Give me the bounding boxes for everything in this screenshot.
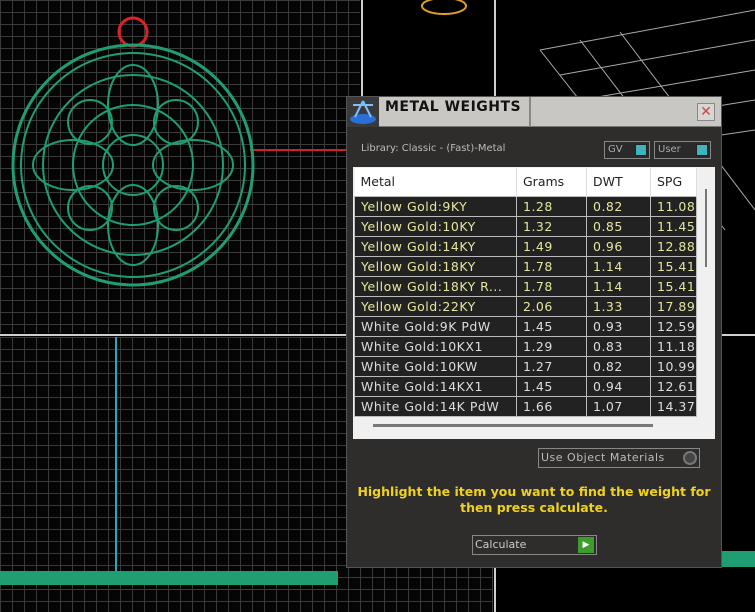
toggle-on-icon xyxy=(635,144,647,156)
grams-cell: 1.32 xyxy=(516,215,587,237)
metal-cell: Yellow Gold:22KY xyxy=(354,295,517,317)
grams-cell: 1.27 xyxy=(516,355,587,377)
metal-cell: Yellow Gold:18KY R... xyxy=(354,275,517,297)
dwt-cell: 0.83 xyxy=(586,335,651,357)
gv-toggle-label: GV xyxy=(608,144,623,155)
spg-cell: 17.89 xyxy=(650,295,697,317)
horizontal-scrollbar[interactable] xyxy=(373,424,653,427)
table-row[interactable]: White Gold:14K PdW 1.66 1.07 14.37 xyxy=(354,395,697,417)
instruction-text: Highlight the item you want to find the … xyxy=(357,484,711,515)
spg-cell: 10.99 xyxy=(650,355,697,377)
metal-cell: Yellow Gold:14KY xyxy=(354,235,517,257)
toggle-on-icon xyxy=(696,144,708,156)
title-divider xyxy=(529,97,531,127)
grams-cell: 1.78 xyxy=(516,255,587,277)
calculate-button[interactable]: Calculate ▶ xyxy=(472,535,597,555)
use-object-materials-toggle[interactable]: Use Object Materials xyxy=(538,448,700,468)
dwt-cell: 0.94 xyxy=(586,375,651,397)
grams-cell: 1.45 xyxy=(516,315,587,337)
radio-icon xyxy=(683,451,697,465)
metal-weights-dialog: METAL WEIGHTS ✕ Library: Classic - (Fast… xyxy=(346,96,722,568)
dwt-cell: 1.07 xyxy=(586,395,651,417)
close-icon[interactable]: ✕ xyxy=(697,103,715,121)
title-bar[interactable]: METAL WEIGHTS ✕ xyxy=(347,97,721,127)
spg-cell: 12.59 xyxy=(650,315,697,337)
spg-cell: 15.41 xyxy=(650,275,697,297)
spg-cell: 11.18 xyxy=(650,335,697,357)
dwt-cell: 0.82 xyxy=(586,355,651,377)
spg-cell: 12.88 xyxy=(650,235,697,257)
metal-cell: Yellow Gold:9KY xyxy=(354,195,517,217)
metal-cell: White Gold:9K PdW xyxy=(354,315,517,337)
table-row[interactable]: Yellow Gold:18KY 1.78 1.14 15.41 xyxy=(354,255,697,277)
spg-cell: 15.41 xyxy=(650,255,697,277)
metal-cell: White Gold:14K PdW xyxy=(354,395,517,417)
grams-cell: 1.78 xyxy=(516,275,587,297)
vertical-scrollbar[interactable] xyxy=(705,189,707,267)
metal-table[interactable]: Metal Grams DWT SPG Yellow Gold:9KY 1.28 0… xyxy=(353,167,715,439)
grams-cell: 1.49 xyxy=(516,235,587,257)
metal-cell: Yellow Gold:18KY xyxy=(354,255,517,277)
grams-cell: 2.06 xyxy=(516,295,587,317)
dwt-cell: 0.85 xyxy=(586,215,651,237)
calculate-label: Calculate xyxy=(475,538,527,551)
column-header-grams[interactable]: Grams xyxy=(516,168,587,196)
spg-cell: 12.61 xyxy=(650,375,697,397)
gv-toggle[interactable]: GV xyxy=(604,141,650,159)
dwt-cell: 1.14 xyxy=(586,255,651,277)
table-row[interactable]: White Gold:9K PdW 1.45 0.93 12.59 xyxy=(354,315,697,337)
dwt-cell: 0.93 xyxy=(586,315,651,337)
grams-cell: 1.66 xyxy=(516,395,587,417)
table-row[interactable]: White Gold:10KW 1.27 0.82 10.99 xyxy=(354,355,697,377)
dwt-cell: 0.96 xyxy=(586,235,651,257)
table-row[interactable]: Yellow Gold:22KY 2.06 1.33 17.89 xyxy=(354,295,697,317)
table-row[interactable]: White Gold:14KX1 1.45 0.94 12.61 xyxy=(354,375,697,397)
metal-cell: White Gold:10KW xyxy=(354,355,517,377)
dialog-title: METAL WEIGHTS xyxy=(385,99,522,115)
table-row[interactable]: Yellow Gold:14KY 1.49 0.96 12.88 xyxy=(354,235,697,257)
user-toggle[interactable]: User xyxy=(654,141,711,159)
metal-cell: Yellow Gold:10KY xyxy=(354,215,517,237)
table-row[interactable]: White Gold:10KX1 1.29 0.83 11.18 xyxy=(354,335,697,357)
grams-cell: 1.29 xyxy=(516,335,587,357)
spg-cell: 11.08 xyxy=(650,195,697,217)
metal-cell: White Gold:14KX1 xyxy=(354,375,517,397)
spg-cell: 14.37 xyxy=(650,395,697,417)
play-arrow-icon: ▶ xyxy=(578,537,594,553)
table-row[interactable]: Yellow Gold:18KY R... 1.78 1.14 15.41 xyxy=(354,275,697,297)
table-row[interactable]: Yellow Gold:10KY 1.32 0.85 11.45 xyxy=(354,215,697,237)
dwt-cell: 0.82 xyxy=(586,195,651,217)
dwt-cell: 1.14 xyxy=(586,275,651,297)
column-header-spg[interactable]: SPG xyxy=(650,168,697,196)
column-header-metal[interactable]: Metal xyxy=(354,168,517,196)
scale-logo-icon xyxy=(347,97,379,127)
grams-cell: 1.45 xyxy=(516,375,587,397)
table-row[interactable]: Yellow Gold:9KY 1.28 0.82 11.08 xyxy=(354,195,697,217)
spg-cell: 11.45 xyxy=(650,215,697,237)
use-object-materials-label: Use Object Materials xyxy=(541,451,665,464)
library-label: Library: Classic - (Fast)-Metal xyxy=(361,143,506,154)
dwt-cell: 1.33 xyxy=(586,295,651,317)
grams-cell: 1.28 xyxy=(516,195,587,217)
user-toggle-label: User xyxy=(658,144,681,155)
column-header-dwt[interactable]: DWT xyxy=(586,168,651,196)
metal-cell: White Gold:10KX1 xyxy=(354,335,517,357)
